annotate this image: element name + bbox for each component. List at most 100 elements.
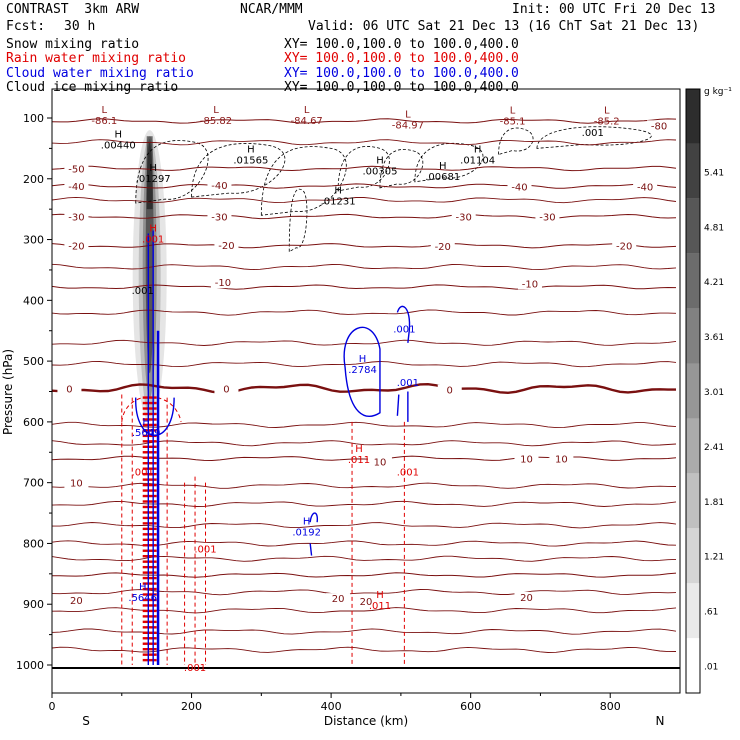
y-tick-label: 300	[23, 234, 44, 247]
colorbar-level-label: 2.41	[704, 443, 724, 453]
isotherm-label: -10	[522, 279, 538, 290]
isotherm-label-bg	[57, 383, 82, 395]
extremum-value: .001	[132, 467, 154, 478]
cloud-ice-outline	[135, 140, 209, 204]
extremum-value: .2784	[348, 365, 377, 376]
field-snow-name: Snow mixing ratio	[6, 37, 140, 52]
colorbar: .01 .61 1.21 1.81 2.41 3.01 3.61 4.21 4.81 5.41	[685, 88, 724, 694]
extremum-marker: L	[405, 109, 411, 120]
valid-time: Valid: 06 UTC Sat 21 Dec 13 (16 ChT Sat …	[308, 19, 700, 34]
colorbar-level-label: 4.21	[704, 278, 724, 288]
extremum-value: -84.97	[392, 120, 424, 131]
isotherm-label-bg	[64, 477, 89, 489]
isotherm-line	[52, 522, 677, 529]
cloud-ice-outline	[260, 146, 347, 216]
y-tick-label: 800	[23, 537, 44, 550]
extremum-value: .011	[348, 455, 370, 466]
isotherm-label-bg	[207, 179, 232, 191]
plot-area: -80 -50 -40 -40 -40 -40 -30 -30 -30 -30 -20 -20 -20 -…	[52, 105, 680, 674]
extremum-marker: H	[247, 145, 255, 156]
center-title: NCAR/MMM	[240, 2, 303, 17]
isotherm--50	[52, 165, 677, 172]
cloud-ice-outline	[536, 126, 652, 149]
snow-shade-band	[138, 136, 161, 416]
isotherm-label-bg	[64, 211, 89, 223]
extremum-value: .001	[393, 325, 415, 336]
snow-core	[146, 136, 153, 210]
y-tick-label: 700	[23, 477, 44, 490]
rain-contours	[121, 394, 405, 665]
isotherm-label-bg	[633, 181, 658, 193]
extremum-marker: H	[376, 590, 384, 601]
isotherm-label-bg	[535, 211, 560, 223]
isotherm-line	[52, 646, 677, 653]
isotherm-label-bg	[326, 593, 351, 605]
colorbar-frame	[685, 88, 701, 694]
cloud-water-blob	[343, 326, 381, 417]
extremum-marker: H	[142, 417, 150, 428]
colorbar-level-label: 1.81	[704, 498, 724, 508]
isotherm-label-bg	[647, 120, 672, 132]
y-tick-label: 1000	[16, 659, 44, 672]
isotherm--10	[52, 284, 677, 290]
isotherm-label: 0	[223, 384, 229, 395]
isotherm-line	[52, 309, 677, 316]
extremum-marker: H	[115, 129, 123, 140]
isotherm-label-bg	[64, 240, 89, 252]
colorbar-segment	[686, 198, 700, 254]
isotherm--80	[52, 118, 677, 124]
colorbar-units: g kg⁻¹	[704, 87, 732, 97]
extremum-value: .01297	[136, 174, 171, 185]
isotherm-label-bg	[514, 591, 539, 603]
forecast-label: Fcst:	[6, 19, 46, 34]
colorbar-level-label: 1.21	[704, 553, 724, 563]
isotherm-label: 10	[555, 454, 568, 465]
isotherm-label-bg	[367, 456, 392, 468]
colorbar-level-label: 3.61	[704, 333, 724, 343]
colorbar-segment	[686, 473, 700, 529]
rain-contour-cap	[121, 396, 182, 422]
x-tick-label: 800	[600, 700, 621, 713]
extremum-marker: L	[604, 106, 610, 117]
extremum-value: .001	[184, 663, 206, 674]
extremum-marker: H	[439, 161, 447, 172]
isotherm-label-bg	[451, 211, 476, 223]
extremum-value: .00305	[362, 166, 397, 177]
isotherm-label: -30	[211, 212, 227, 223]
isotherm-label: -10	[215, 278, 231, 289]
colorbar-segment	[686, 363, 700, 419]
isotherm-label: -40	[511, 183, 527, 194]
isotherm-line	[52, 500, 677, 507]
isotherm-label-bg	[514, 453, 539, 465]
extremum-value: .001	[397, 467, 419, 478]
isotherm-label: -30	[539, 212, 555, 223]
isotherm-line	[52, 196, 677, 204]
y-tick-label: 400	[23, 294, 44, 307]
extremum-value: .011	[369, 601, 391, 612]
isotherm-label: -40	[211, 181, 227, 192]
extremum-marker: H	[376, 155, 384, 166]
isotherm-label: 20	[70, 596, 83, 607]
x-tick-label: 200	[181, 700, 202, 713]
x-tick-label: 600	[460, 700, 481, 713]
colorbar-segment	[686, 418, 700, 474]
extremum-value: .001	[194, 545, 216, 556]
extremum-marker: H	[355, 444, 363, 455]
model-title: CONTRAST 3km ARW	[6, 2, 140, 17]
isotherm-labels: -80 -50 -40 -40 -40 -40 -30 -30 -30 -30 -20 -20 -20 -…	[57, 120, 672, 608]
extremum-marker: H	[474, 145, 482, 156]
isotherm-label-bg	[214, 240, 239, 252]
isotherm-label-bg	[612, 240, 637, 252]
isotherm-label: 0	[447, 386, 453, 397]
isotherm-label: -50	[68, 164, 84, 175]
extrema-labels: L-86.1L-85.82L-84.67L-84.97L-85.1L-85.2H…	[91, 105, 619, 674]
y-tick-label: 200	[23, 173, 44, 186]
isotherm--40	[52, 183, 677, 189]
extremum-marker: H	[139, 582, 147, 593]
extremum-value: .001	[132, 286, 154, 297]
isotherm-label: -30	[68, 212, 84, 223]
colorbar-segment	[686, 253, 700, 309]
x-axis-label: Distance (km)	[324, 714, 408, 728]
extremum-value: .001	[582, 128, 604, 139]
